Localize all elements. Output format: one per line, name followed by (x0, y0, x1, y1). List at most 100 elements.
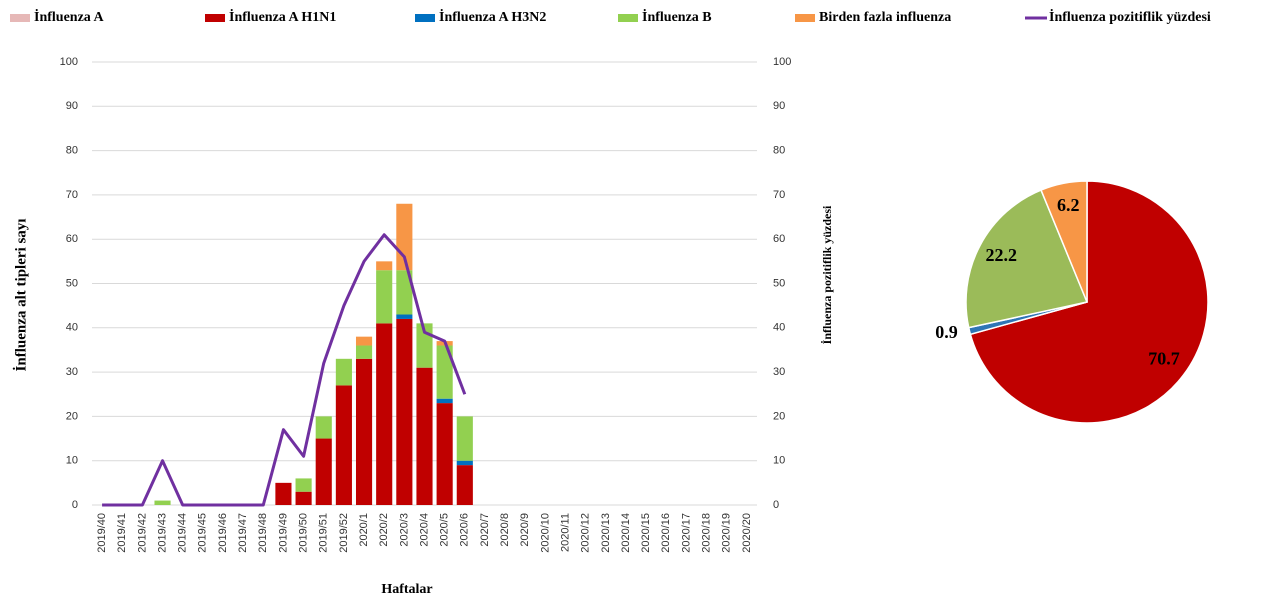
bar-segment (456, 416, 473, 461)
bar-segment (456, 460, 473, 466)
pie-value-label: 70.7 (1148, 349, 1180, 369)
bar-segment (376, 261, 393, 271)
pie-slice (1040, 180, 1088, 303)
x-tick-label: 2019/47 (237, 513, 249, 553)
y-tick-label: 10 (66, 455, 78, 467)
legend-label: İnfluenza A (34, 8, 105, 25)
y2-tick-label: 50 (773, 277, 785, 289)
y-tick-label: 100 (60, 56, 78, 68)
legend-label: İnfluenza B (642, 8, 712, 25)
x-tick-label: 2020/9 (519, 513, 531, 547)
x-tick-label: 2020/2 (378, 513, 390, 547)
y-tick-label: 90 (66, 100, 78, 112)
legend-swatch (415, 14, 435, 22)
y-tick-label: 80 (66, 145, 78, 157)
bar-segment (456, 465, 473, 505)
x-tick-label: 2019/40 (96, 513, 108, 553)
y2-tick-label: 90 (773, 100, 785, 112)
x-tick-label: 2019/50 (297, 513, 309, 553)
bar-segment (275, 482, 292, 505)
y2-tick-label: 60 (773, 233, 785, 245)
y-tick-label: 0 (72, 499, 78, 511)
x-tick-label: 2020/10 (539, 513, 551, 553)
legend-label: Birden fazla influenza (819, 10, 951, 25)
y-tick-label: 40 (66, 322, 78, 334)
bar-segment (355, 358, 373, 505)
bar-segment (396, 318, 413, 505)
x-tick-label: 2019/51 (318, 513, 330, 553)
bar-segment (335, 385, 352, 505)
y-tick-label: 50 (66, 277, 78, 289)
pie-value-label: 6.2 (1057, 195, 1080, 215)
bar-segment (376, 323, 393, 505)
x-tick-label: 2020/5 (439, 513, 451, 547)
bar-segment (315, 438, 332, 505)
legend-swatch (618, 14, 638, 22)
y2-tick-label: 20 (773, 410, 785, 422)
bar-segment (436, 398, 453, 404)
legend-label: İnfluenza A H1N1 (229, 8, 336, 25)
bar-segment (355, 336, 373, 346)
y2-tick-label: 30 (773, 366, 785, 378)
x-tick-label: 2019/49 (277, 513, 289, 553)
legend-swatch (10, 14, 30, 22)
y2-tick-label: 100 (773, 56, 791, 68)
x-tick-label: 2019/52 (338, 513, 350, 553)
x-tick-label: 2020/15 (640, 513, 652, 553)
bar-segment (335, 358, 352, 386)
x-tick-label: 2019/44 (177, 513, 189, 553)
bar-segment (295, 491, 312, 505)
x-tick-label: 2020/8 (499, 513, 511, 547)
x-tick-label: 2020/16 (660, 513, 672, 553)
x-tick-label: 2019/42 (136, 513, 148, 553)
x-tick-label: 2020/17 (680, 513, 692, 553)
x-tick-label: 2019/43 (156, 513, 168, 553)
bar-segment (315, 416, 332, 439)
legend-label: İnfluenza A H3N2 (439, 8, 546, 25)
pie-value-label: 22.2 (986, 245, 1018, 265)
legend-swatch (795, 14, 815, 22)
y2-tick-label: 0 (773, 499, 779, 511)
bar-segment (376, 270, 393, 324)
x-tick-label: 2020/11 (559, 513, 571, 552)
y2-axis-label: İnfluenza pozitiflik yüzdesi (820, 205, 834, 344)
y2-tick-label: 80 (773, 145, 785, 157)
x-tick-label: 2020/18 (701, 513, 713, 553)
x-tick-label: 2020/1 (358, 513, 370, 547)
x-tick-label: 2019/41 (116, 513, 128, 553)
bar-segment (416, 367, 433, 505)
bar-segment (154, 500, 171, 505)
bar-segment (436, 345, 453, 399)
x-tick-label: 2020/7 (479, 513, 491, 547)
y2-tick-label: 70 (773, 189, 785, 201)
x-tick-label: 2020/3 (398, 513, 410, 547)
bar-segment (396, 314, 413, 319)
x-tick-label: 2020/6 (459, 513, 471, 547)
y-axis-label: İnfluenza alt tipleri sayı (12, 219, 29, 372)
y-tick-label: 60 (66, 233, 78, 245)
bar-segment (355, 345, 373, 359)
x-tick-label: 2020/14 (620, 513, 632, 553)
x-tick-label: 2019/48 (257, 513, 269, 553)
x-tick-label: 2019/46 (217, 513, 229, 553)
legend-swatch (205, 14, 225, 22)
x-tick-label: 2020/12 (580, 513, 592, 553)
x-tick-label: 2020/20 (741, 513, 753, 553)
y-tick-label: 70 (66, 189, 78, 201)
x-tick-label: 2019/45 (197, 513, 209, 553)
bar-segment (295, 478, 312, 492)
line-series (102, 233, 467, 507)
y2-tick-label: 40 (773, 322, 785, 334)
bar-segment (436, 403, 453, 505)
pie-value-label: 0.9 (935, 322, 958, 342)
legend-label: İnfluenza pozitiflik yüzdesi (1049, 8, 1211, 25)
x-tick-label: 2020/19 (721, 513, 733, 553)
x-tick-label: 2020/4 (418, 513, 430, 547)
pie-slice (969, 180, 1209, 424)
pie-slice (965, 189, 1089, 329)
x-axis-label: Haftalar (381, 582, 432, 597)
y-tick-label: 20 (66, 410, 78, 422)
y-tick-label: 30 (66, 366, 78, 378)
